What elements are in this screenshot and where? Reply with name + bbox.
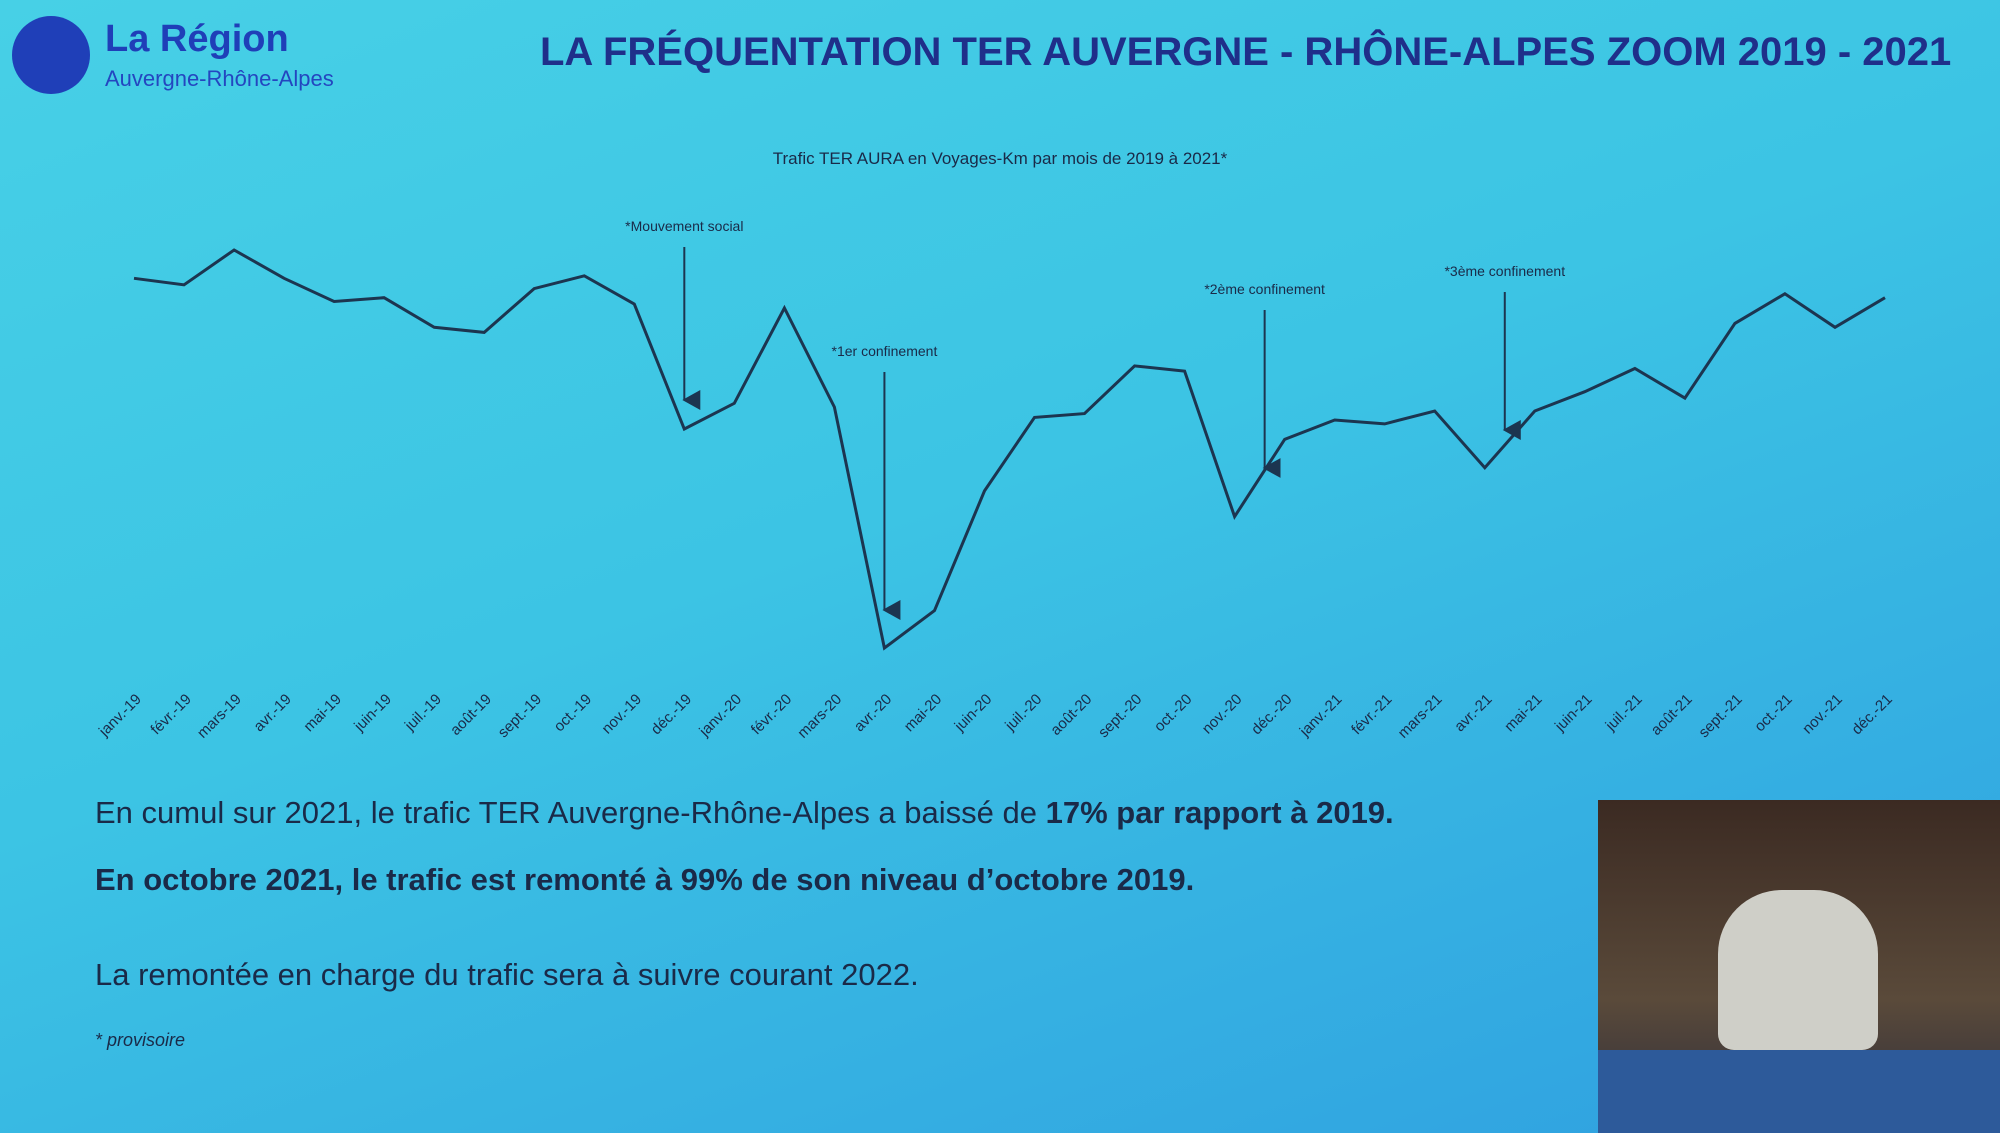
paragraph: En octobre 2021, le trafic est remonté à…	[95, 862, 1195, 897]
x-tick-label: janv.-20	[695, 691, 745, 741]
x-tick-label: nov.-21	[1799, 691, 1846, 738]
logo	[12, 16, 90, 94]
x-tick-label: févr.-21	[1348, 691, 1395, 738]
x-tick-label: avr.-20	[851, 691, 895, 735]
x-tick-label: juin-21	[1551, 691, 1596, 736]
x-tick-label: oct.-20	[1151, 691, 1195, 735]
x-tick-label: oct.-21	[1751, 691, 1795, 735]
x-tick-label: nov.-20	[1199, 691, 1246, 738]
x-tick-label: janv.-21	[1296, 691, 1346, 741]
x-tick-label: mars-19	[194, 691, 245, 742]
annotation: *3ème confinement	[1444, 263, 1565, 279]
x-tick-label: juil.-21	[1602, 691, 1646, 735]
x-tick-label: juin-20	[951, 691, 996, 736]
x-tick-label: sept.-19	[495, 691, 545, 741]
x-tick-label: juin-19	[350, 691, 395, 736]
x-tick-label: févr.-19	[147, 691, 194, 738]
brand: La Région	[105, 18, 289, 60]
x-tick-label: déc.-21	[1848, 691, 1895, 738]
chart-title: Trafic TER AURA en Voyages-Km par mois d…	[773, 149, 1228, 168]
x-tick-label: déc.-20	[1248, 691, 1295, 738]
webcam-inset	[1598, 800, 2000, 1133]
person	[1718, 890, 1878, 1050]
text-bold: 17% par rapport à 2019.	[1045, 795, 1394, 830]
x-tick-label: août-20	[1047, 691, 1095, 739]
x-tick-label: août-19	[447, 691, 495, 739]
x-tick-label: mai-19	[300, 691, 344, 735]
x-tick-label: janv.-19	[95, 691, 145, 741]
footnote: * provisoire	[95, 1030, 186, 1050]
annotation: *1er confinement	[832, 343, 938, 359]
x-tick-label: mars-21	[1395, 691, 1446, 742]
x-tick-label: mars-20	[794, 691, 845, 742]
paragraph: La remontée en charge du trafic sera à s…	[95, 957, 919, 992]
x-tick-label: déc.-19	[648, 691, 695, 738]
x-tick-label: mai-21	[1501, 691, 1545, 735]
paragraph: En cumul sur 2021, le trafic TER Auvergn…	[95, 795, 1394, 831]
annotation: *2ème confinement	[1204, 281, 1325, 297]
x-tick-label: août-21	[1648, 691, 1696, 739]
line-series	[133, 248, 1886, 651]
slide-title: LA FRÉQUENTATION TER AUVERGNE - RHÔNE-AL…	[540, 30, 1952, 74]
chart: Trafic TER AURA en Voyages-Km par mois d…	[95, 149, 1896, 742]
brand-sub: Auvergne-Rhône-Alpes	[105, 66, 334, 91]
x-tick-label: nov.-19	[599, 691, 646, 738]
x-tick-label: juil.-20	[1001, 691, 1045, 735]
x-tick-label: févr.-20	[748, 691, 795, 738]
x-tick-label: mai-20	[901, 691, 945, 735]
x-tick-label: sept.-20	[1095, 691, 1145, 741]
x-tick-label: avr.-19	[250, 691, 294, 735]
x-tick-label: juil.-19	[401, 691, 445, 735]
annotation: *Mouvement social	[625, 218, 743, 234]
text: En cumul sur 2021, le trafic TER Auvergn…	[95, 795, 1046, 830]
x-tick-label: avr.-21	[1451, 691, 1495, 735]
desk	[1598, 1050, 2000, 1133]
x-tick-label: sept.-21	[1695, 691, 1745, 741]
x-tick-label: oct.-19	[551, 691, 595, 735]
